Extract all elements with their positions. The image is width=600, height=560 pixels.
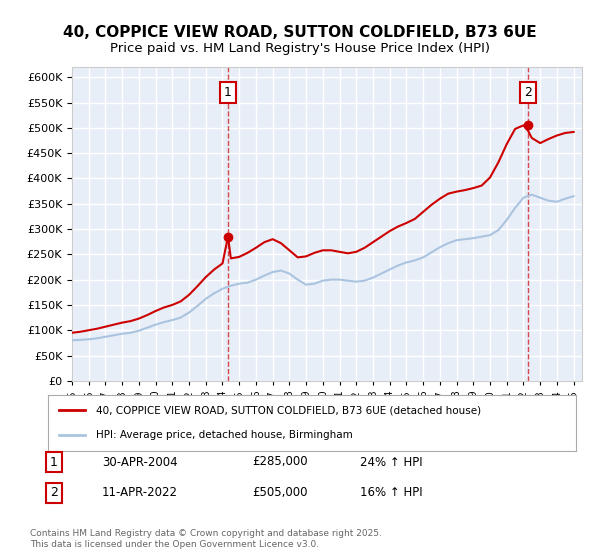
Text: £505,000: £505,000 (252, 486, 308, 500)
Text: 16% ↑ HPI: 16% ↑ HPI (360, 486, 422, 500)
Text: 1: 1 (224, 86, 232, 99)
Text: Price paid vs. HM Land Registry's House Price Index (HPI): Price paid vs. HM Land Registry's House … (110, 42, 490, 55)
Text: 2: 2 (524, 86, 532, 99)
Text: 24% ↑ HPI: 24% ↑ HPI (360, 455, 422, 469)
Text: 1: 1 (50, 455, 58, 469)
Text: Contains HM Land Registry data © Crown copyright and database right 2025.
This d: Contains HM Land Registry data © Crown c… (30, 529, 382, 549)
Text: 2: 2 (50, 486, 58, 500)
Text: 40, COPPICE VIEW ROAD, SUTTON COLDFIELD, B73 6UE (detached house): 40, COPPICE VIEW ROAD, SUTTON COLDFIELD,… (95, 405, 481, 416)
Text: £285,000: £285,000 (252, 455, 308, 469)
Text: 30-APR-2004: 30-APR-2004 (102, 455, 178, 469)
Text: 40, COPPICE VIEW ROAD, SUTTON COLDFIELD, B73 6UE: 40, COPPICE VIEW ROAD, SUTTON COLDFIELD,… (63, 25, 537, 40)
Text: 11-APR-2022: 11-APR-2022 (102, 486, 178, 500)
Text: HPI: Average price, detached house, Birmingham: HPI: Average price, detached house, Birm… (95, 430, 352, 440)
